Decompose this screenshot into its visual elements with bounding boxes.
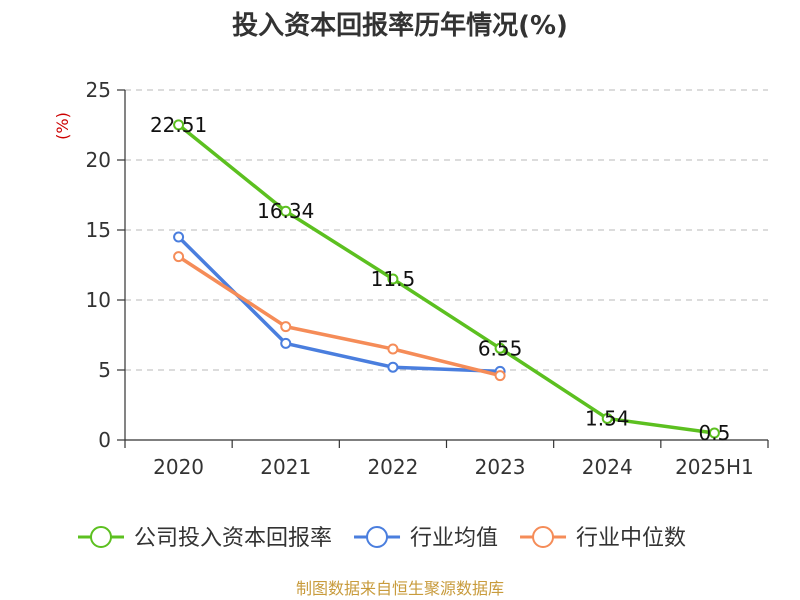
- chart-title: 投入资本回报率历年情况(%): [232, 10, 568, 41]
- data-point[interactable]: [280, 337, 292, 349]
- data-label: 16.34: [257, 199, 314, 223]
- axes: 0 5 10 15 20 25 2020 2021 2022 2023 2024 2025H1: [86, 78, 769, 479]
- x-tick-label: 2024: [582, 455, 633, 479]
- legend[interactable]: 公司投入资本回报率 行业均值 行业中位数: [78, 526, 686, 551]
- x-tick-label: 2021: [260, 455, 311, 479]
- legend-marker: [90, 526, 112, 548]
- data-point[interactable]: [387, 361, 399, 373]
- series-line: [176, 235, 502, 374]
- y-tick-label: 25: [86, 78, 111, 102]
- legend-item[interactable]: 公司投入资本回报率: [78, 526, 332, 551]
- series-line: [176, 123, 717, 435]
- y-axis-label: (%): [53, 112, 72, 140]
- legend-marker: [366, 526, 389, 548]
- series-line: [176, 254, 502, 378]
- y-tick-label: 0: [98, 428, 111, 452]
- data-point[interactable]: [494, 342, 506, 354]
- data-point[interactable]: [387, 273, 399, 285]
- data-point[interactable]: [280, 205, 292, 217]
- data-label: 11.5: [371, 267, 416, 291]
- data-source-note: 制图数据来自恒生聚源数据库: [296, 579, 504, 598]
- grid-lines: [125, 89, 768, 371]
- data-point[interactable]: [708, 427, 720, 439]
- x-tick-label: 2020: [153, 455, 204, 479]
- x-tick-label: 2023: [475, 455, 526, 479]
- legend-marker: [532, 526, 555, 548]
- data-point[interactable]: [494, 370, 506, 382]
- data-label: 0.5: [699, 421, 731, 445]
- legend-label: 行业中位数: [576, 526, 686, 551]
- legend-item[interactable]: 行业中位数: [520, 526, 686, 551]
- y-tick-label: 10: [86, 288, 111, 312]
- x-tick-label: 2022: [367, 455, 418, 479]
- data-point[interactable]: [173, 119, 185, 131]
- legend-label: 公司投入资本回报率: [134, 526, 332, 551]
- data-point[interactable]: [173, 231, 185, 243]
- data-label: 22.51: [150, 113, 207, 137]
- y-tick-label: 20: [86, 148, 111, 172]
- series-layer: [173, 119, 720, 439]
- data-label: 6.55: [478, 336, 523, 360]
- y-tick-label: 15: [86, 218, 111, 242]
- legend-item[interactable]: 行业均值: [354, 526, 498, 551]
- y-tick-label: 5: [98, 358, 111, 382]
- data-point[interactable]: [601, 412, 613, 424]
- x-tick-label: 2025H1: [675, 455, 754, 479]
- data-labels: 22.51 16.34 11.5 6.55 1.54 0.5: [150, 113, 730, 445]
- data-label: 1.54: [585, 406, 630, 430]
- legend-label: 行业均值: [410, 526, 498, 551]
- data-point[interactable]: [387, 343, 399, 355]
- data-point[interactable]: [173, 251, 185, 263]
- data-point[interactable]: [280, 321, 292, 333]
